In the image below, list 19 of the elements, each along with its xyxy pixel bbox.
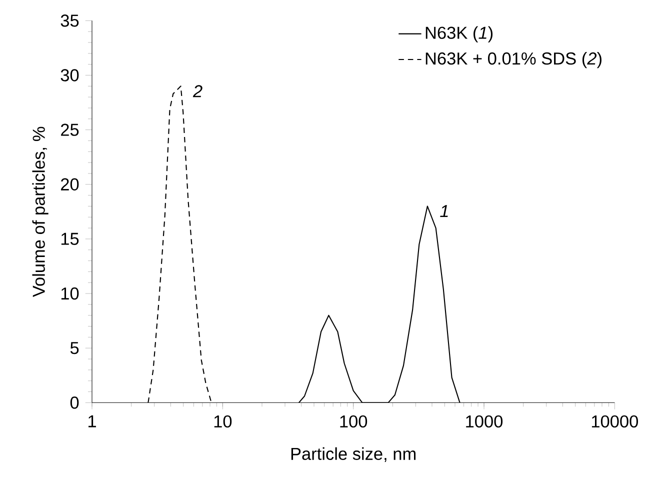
legend-label: N63K (1) — [426, 26, 493, 42]
y-tick-label: 15 — [61, 232, 79, 245]
annotation: 2 — [192, 85, 202, 98]
x-tick-label: 10000 — [592, 415, 638, 428]
x-tick-label: 1000 — [466, 415, 503, 428]
x-tick-label: 10 — [214, 415, 232, 428]
y-tick-label: 10 — [61, 287, 79, 300]
x-tick-label: 1 — [88, 415, 96, 428]
y-tick-label: 30 — [60, 69, 79, 82]
annotation: 1 — [440, 205, 448, 218]
y-axis-title: Volume of particles, % — [32, 126, 48, 298]
y-tick-label: 0 — [70, 396, 79, 409]
y-tick-label: 35 — [60, 14, 79, 27]
y-tick-label: 5 — [70, 342, 79, 354]
y-tick-label: 20 — [61, 178, 79, 190]
y-tick-label: 25 — [61, 124, 79, 136]
legend-label: N63K + 0.01% SDS (2) — [426, 52, 602, 68]
x-tick-label: 100 — [340, 415, 368, 428]
x-axis-title: Particle size, nm — [291, 447, 416, 462]
